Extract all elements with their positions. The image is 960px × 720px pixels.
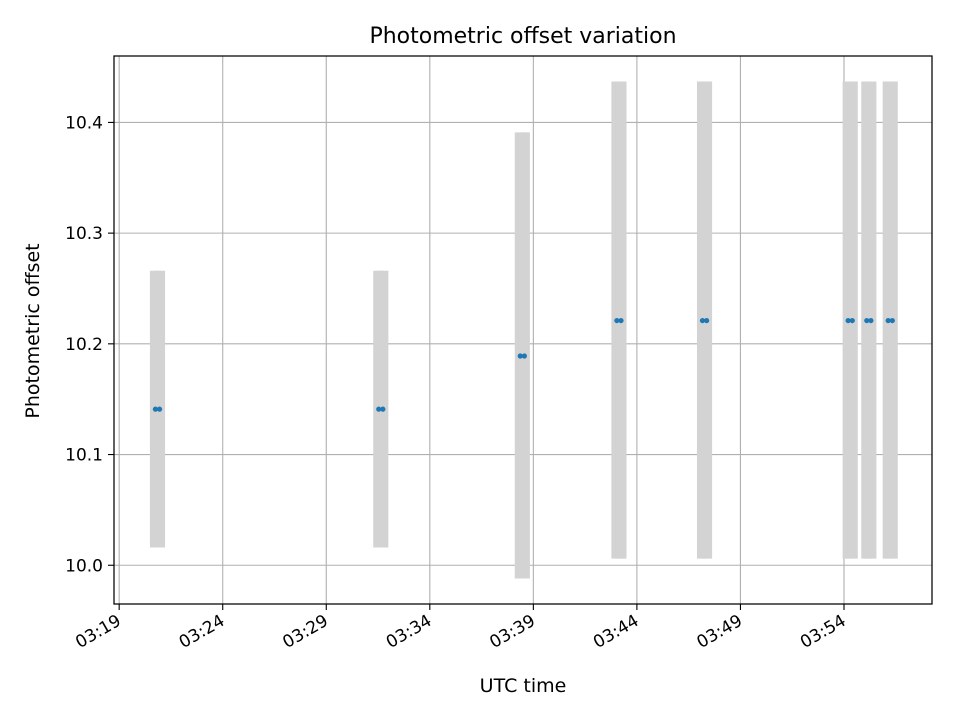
data-point bbox=[864, 317, 870, 324]
data-point bbox=[517, 353, 523, 359]
data-point bbox=[868, 317, 874, 324]
y-tick-label: 10.3 bbox=[65, 224, 103, 244]
data-point bbox=[618, 317, 624, 324]
data-point bbox=[889, 317, 895, 324]
data-point bbox=[699, 317, 706, 324]
data-points bbox=[152, 317, 895, 412]
y-tick-label: 10.4 bbox=[65, 113, 103, 133]
x-axis-label: UTC time bbox=[480, 675, 567, 697]
y-tick-label: 10.0 bbox=[65, 556, 103, 576]
data-point bbox=[380, 406, 386, 412]
data-point bbox=[614, 317, 620, 324]
data-point bbox=[849, 317, 855, 324]
data-point bbox=[376, 406, 382, 412]
data-point bbox=[156, 406, 163, 412]
y-axis-label: Photometric offset bbox=[22, 243, 44, 418]
data-point bbox=[845, 317, 851, 324]
data-point bbox=[704, 317, 710, 324]
plot-area-frame bbox=[113, 55, 933, 605]
data-point bbox=[152, 406, 159, 412]
chart-title: Photometric offset variation bbox=[369, 24, 676, 49]
data-point bbox=[885, 317, 891, 324]
y-tick-label: 10.2 bbox=[65, 335, 103, 355]
y-tick-label: 10.1 bbox=[65, 446, 103, 466]
y-axis-ticks: 10.0 10.1 10.2 10.3 10.4 bbox=[65, 113, 114, 576]
data-point bbox=[521, 353, 527, 359]
